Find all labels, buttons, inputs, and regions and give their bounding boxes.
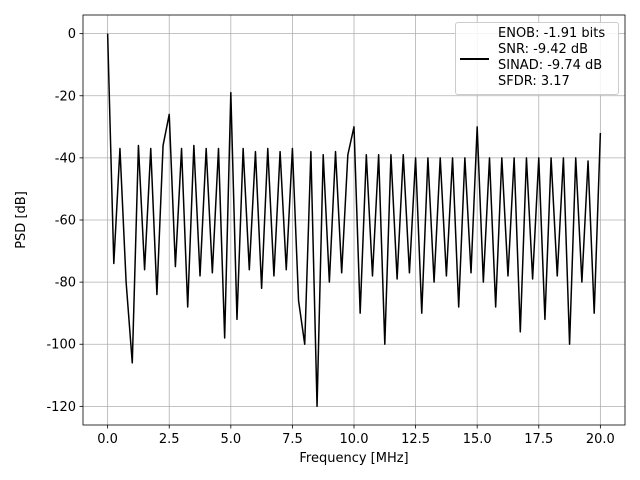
psd-line xyxy=(106,33,602,408)
x-tick-label: 12.5 xyxy=(401,432,430,447)
x-tick-label: 20.0 xyxy=(586,432,615,447)
y-axis-label: PSD [dB] xyxy=(14,191,29,249)
x-tick-label: 15.0 xyxy=(463,432,492,447)
y-tick-label: 0 xyxy=(68,27,76,42)
y-tick-label: -120 xyxy=(46,400,76,415)
legend-label: ENOB: -1.91 bits SNR: -9.42 dB SINAD: -9… xyxy=(498,26,606,89)
x-tick-label: 0.0 xyxy=(97,432,118,447)
plot-frame xyxy=(82,14,626,426)
y-tick-label: -60 xyxy=(55,214,76,229)
y-tick-label: -20 xyxy=(55,89,76,104)
x-axis-label: Frequency [MHz] xyxy=(299,451,408,466)
x-tick-label: 17.5 xyxy=(524,432,553,447)
x-tick-label: 10.0 xyxy=(340,432,369,447)
legend: ENOB: -1.91 bits SNR: -9.42 dB SINAD: -9… xyxy=(455,22,619,95)
y-tick-label: -100 xyxy=(46,338,76,353)
x-tick-label: 2.5 xyxy=(159,432,180,447)
x-tick-label: 7.5 xyxy=(282,432,303,447)
y-tick-label: -80 xyxy=(55,276,76,291)
x-tick-label: 5.0 xyxy=(220,432,241,447)
legend-handle xyxy=(460,58,489,60)
y-tick-label: -40 xyxy=(55,151,76,166)
